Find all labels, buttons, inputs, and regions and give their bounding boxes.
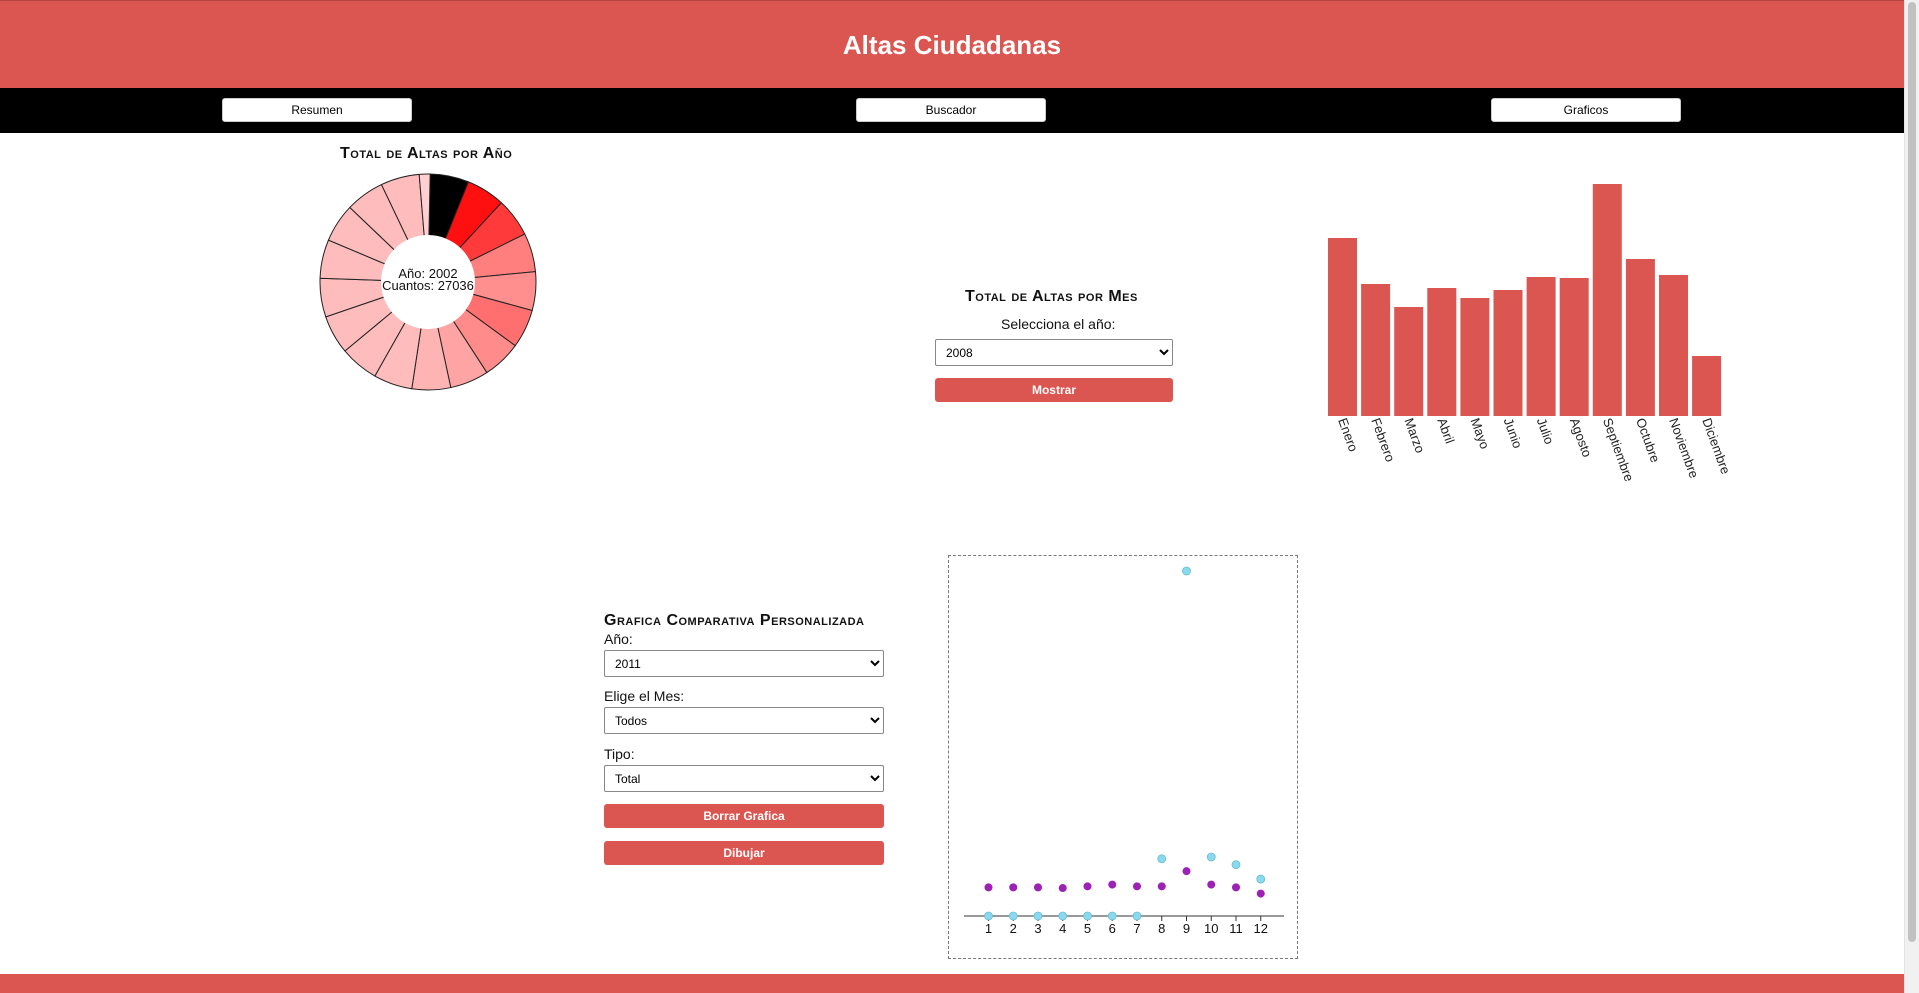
scatter-point-s0-12 bbox=[1256, 889, 1265, 898]
custom-section-title: Grafica Comparativa Personalizada bbox=[604, 612, 865, 629]
scatter-point-s1-6 bbox=[1107, 911, 1117, 921]
scatter-point-s1-9 bbox=[1182, 566, 1191, 576]
donut-hole bbox=[381, 235, 475, 329]
scatter-point-s1-12 bbox=[1256, 874, 1266, 884]
scatter-point-s1-1 bbox=[984, 911, 993, 921]
bar-label: Octubre bbox=[1633, 416, 1663, 465]
scatter-tick-label: 2 bbox=[1010, 921, 1017, 936]
scatter-point-s1-5 bbox=[1083, 911, 1092, 921]
month-bar-chart: Enero Febrero Marzo Abril Mayo Junio Julio Agos… bbox=[1328, 184, 1733, 484]
bar-label: Abril bbox=[1434, 416, 1457, 446]
month-year-label: Selecciona el año: bbox=[1001, 316, 1116, 332]
bar-label: Diciembre bbox=[1699, 416, 1733, 476]
scatter-tick-label: 9 bbox=[1183, 921, 1190, 936]
bar-label: Febrero bbox=[1368, 416, 1398, 464]
app-title: Altas Ciudadanas bbox=[842, 30, 1062, 60]
bar-label: Marzo bbox=[1401, 416, 1427, 455]
scatter-chart-frame bbox=[948, 555, 1298, 959]
scatter-point-s0-9 bbox=[1182, 867, 1191, 876]
bar-septiembre bbox=[1592, 184, 1622, 416]
scatter-point-s1-2 bbox=[1008, 911, 1018, 921]
bar-abril bbox=[1427, 288, 1457, 416]
scatter-point-s0-10 bbox=[1207, 880, 1216, 889]
scatter-point-s1-11 bbox=[1231, 860, 1241, 869]
nav-buscador-button[interactable]: Buscador bbox=[856, 98, 1046, 122]
scatter-point-s0-8 bbox=[1157, 882, 1166, 891]
scatter-tick-label: 5 bbox=[1084, 921, 1091, 936]
year-donut-chart: Año: 2002 Cuantos: 27036 bbox=[319, 173, 537, 391]
nav-bar: Resumen Buscador Graficos bbox=[0, 88, 1904, 133]
scrollbar-thumb[interactable] bbox=[1908, 2, 1916, 942]
month-section-title: Total de Altas por Mes bbox=[965, 288, 1138, 305]
scatter-point-s0-4 bbox=[1058, 884, 1067, 893]
scatter-point-s0-7 bbox=[1133, 882, 1141, 891]
app-header: Altas Ciudadanas bbox=[0, 0, 1904, 88]
bar-mayo bbox=[1460, 298, 1490, 416]
bar-marzo bbox=[1394, 307, 1424, 416]
footer-bar bbox=[0, 974, 1904, 993]
scatter-tick-label: 1 bbox=[985, 921, 992, 936]
bar-enero bbox=[1328, 238, 1357, 416]
bar-febrero bbox=[1361, 284, 1391, 416]
scatter-point-s0-6 bbox=[1108, 880, 1117, 889]
scatter-point-s0-11 bbox=[1232, 883, 1240, 892]
bar-noviembre bbox=[1659, 275, 1688, 416]
scatter-tick-label: 10 bbox=[1204, 921, 1218, 936]
comparative-scatter-chart: 1 2 3 4 5 6 7 8 9 10 11 12 bbox=[964, 566, 1284, 936]
bar-agosto bbox=[1559, 278, 1589, 416]
bar-label: Enero bbox=[1335, 416, 1361, 454]
scatter-point-s1-3 bbox=[1033, 911, 1043, 921]
scatter-point-s0-5 bbox=[1083, 882, 1092, 891]
pie-section-title: Total de Altas por Año bbox=[340, 145, 513, 162]
bar-junio bbox=[1493, 290, 1523, 416]
month-year-select[interactable]: 2008 bbox=[935, 339, 1173, 366]
scatter-point-s1-10 bbox=[1206, 852, 1216, 862]
scatter-tick-label: 4 bbox=[1059, 921, 1066, 936]
scatter-point-s0-3 bbox=[1034, 883, 1042, 892]
bar-label: Agosto bbox=[1567, 416, 1595, 459]
custom-month-select[interactable]: Todos bbox=[604, 707, 884, 734]
dibujar-button[interactable]: Dibujar bbox=[604, 841, 884, 865]
scatter-point-s1-4 bbox=[1058, 911, 1068, 921]
bar-octubre bbox=[1625, 259, 1655, 416]
donut-center-year: Año: 2002 bbox=[398, 266, 457, 281]
bar-label: Julio bbox=[1534, 416, 1557, 446]
borrar-grafica-button[interactable]: Borrar Grafica bbox=[604, 804, 884, 828]
custom-year-label: Año: bbox=[604, 631, 633, 647]
bar-label: Junio bbox=[1501, 416, 1526, 450]
scatter-point-s1-8 bbox=[1157, 854, 1167, 864]
scatter-tick-label: 12 bbox=[1254, 921, 1268, 936]
scatter-tick-label: 7 bbox=[1133, 921, 1140, 936]
bar-label: Noviembre bbox=[1666, 416, 1702, 480]
bar-label: Septiembre bbox=[1600, 416, 1637, 484]
scatter-point-s1-7 bbox=[1132, 911, 1142, 921]
scatter-tick-label: 6 bbox=[1109, 921, 1116, 936]
page-scrollbar[interactable] bbox=[1904, 0, 1919, 993]
bar-diciembre bbox=[1692, 356, 1722, 416]
scatter-point-s0-2 bbox=[1009, 883, 1018, 892]
mostrar-button[interactable]: Mostrar bbox=[935, 378, 1173, 402]
bar-julio bbox=[1526, 277, 1556, 416]
scatter-point-s0-1 bbox=[984, 883, 993, 892]
nav-resumen-button[interactable]: Resumen bbox=[222, 98, 412, 122]
custom-month-label: Elige el Mes: bbox=[604, 688, 685, 704]
custom-type-label: Tipo: bbox=[604, 746, 635, 762]
scatter-tick-label: 8 bbox=[1158, 921, 1165, 936]
custom-type-select[interactable]: Total bbox=[604, 765, 884, 792]
donut-center-count: Cuantos: 27036 bbox=[382, 278, 474, 293]
bar-label: Mayo bbox=[1468, 416, 1493, 451]
scatter-tick-label: 3 bbox=[1034, 921, 1041, 936]
custom-year-select[interactable]: 2011 bbox=[604, 650, 884, 677]
nav-graficos-button[interactable]: Graficos bbox=[1491, 98, 1681, 122]
scatter-tick-label: 11 bbox=[1229, 921, 1243, 936]
